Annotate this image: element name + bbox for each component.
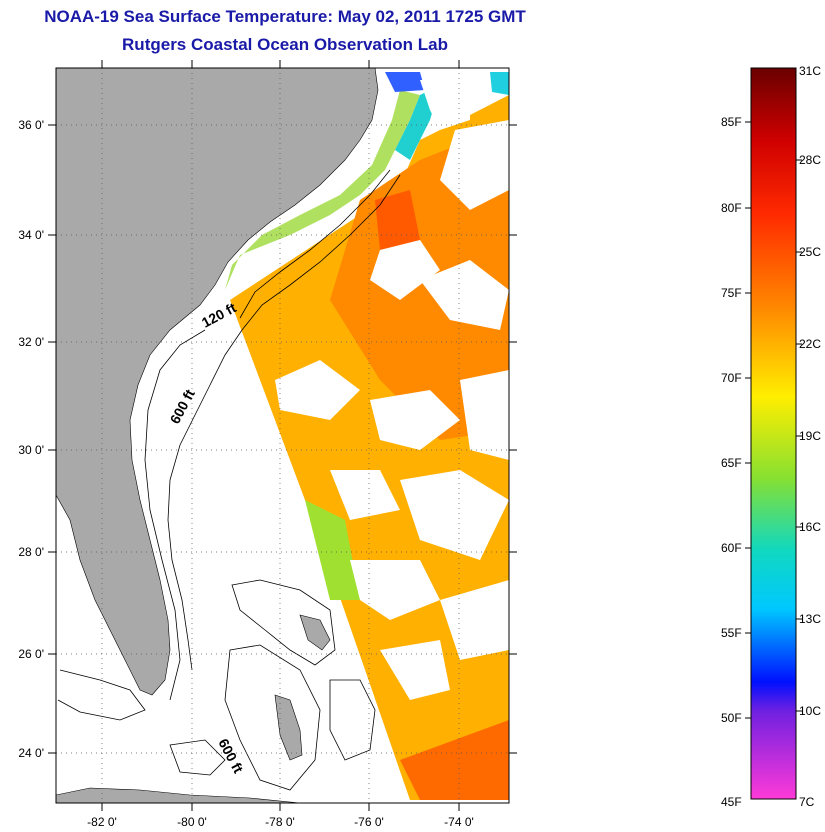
longitude-labels: -82 0' -80 0' -78 0' -76 0' -74 0' — [87, 815, 474, 829]
fahrenheit-label: 55F — [721, 626, 742, 640]
axis-ticks — [48, 60, 517, 811]
cloud-mask — [275, 80, 509, 700]
lat-label: 30 0' — [18, 443, 44, 457]
celsius-label: 31C — [799, 64, 821, 78]
contour-andros-bank — [224, 644, 321, 791]
sst-north-blue — [385, 72, 425, 92]
fahrenheit-label: 80F — [721, 201, 742, 215]
land-us-southeast — [56, 68, 379, 696]
celsius-label: 7C — [799, 795, 815, 809]
sst-north-cyan — [490, 72, 509, 95]
map-content: 120 ft 600 ft 600 ft — [56, 68, 509, 803]
land-bahamas-north — [299, 614, 331, 651]
latitude-labels: 36 0' 34 0' 32 0' 30 0' 28 0' 26 0' 24 0… — [18, 118, 44, 760]
celsius-label: 28C — [799, 153, 821, 167]
lat-label: 24 0' — [18, 746, 44, 760]
sst-coastal-band — [225, 90, 420, 290]
fahrenheit-label: 50F — [721, 711, 742, 725]
bathymetry-contours — [57, 169, 401, 791]
fahrenheit-label: 70F — [721, 371, 742, 385]
celsius-label: 16C — [799, 520, 821, 534]
celsius-label: 10C — [799, 704, 821, 718]
lon-label: -80 0' — [177, 815, 207, 829]
land-bahamas-andros — [274, 694, 303, 761]
colorbar-fahrenheit-labels: 85F 80F 75F 70F 65F 60F 55F 50F 45F — [721, 115, 742, 809]
contour-120ft — [239, 169, 391, 319]
contour-south-keys — [57, 669, 146, 721]
contour-cuba-bank — [169, 739, 226, 776]
fahrenheit-label: 75F — [721, 286, 742, 300]
lon-label: -78 0' — [265, 815, 295, 829]
contour-600ft — [167, 174, 401, 671]
celsius-label: 22C — [799, 337, 821, 351]
celsius-label: 13C — [799, 612, 821, 626]
lat-label: 32 0' — [18, 335, 44, 349]
celsius-label: 19C — [799, 429, 821, 443]
colorbar-ticks — [745, 121, 802, 719]
colorbar-celsius-labels: 31C 28C 25C 22C 19C 16C 13C 10C 7C — [799, 64, 821, 809]
contour-florida-shelf — [144, 329, 206, 701]
map-frame — [55, 67, 510, 804]
lat-label: 34 0' — [18, 228, 44, 242]
lon-label: -74 0' — [444, 815, 474, 829]
lon-label: -82 0' — [87, 815, 117, 829]
graticule — [56, 68, 509, 803]
fahrenheit-label: 65F — [721, 456, 742, 470]
sst-green-patch — [305, 500, 360, 600]
colorbar-gradient — [750, 67, 797, 800]
contour-bahamas-east — [329, 679, 376, 761]
land-cuba — [56, 787, 301, 803]
fahrenheit-label: 60F — [721, 541, 742, 555]
sst-south-hot — [400, 720, 509, 800]
sst-warm-patch — [330, 140, 509, 440]
lat-label: 26 0' — [18, 647, 44, 661]
contour-bahamas-bank — [231, 579, 336, 666]
map-subtitle: Rutgers Coastal Ocean Observation Lab — [122, 35, 448, 54]
fahrenheit-label: 85F — [721, 115, 742, 129]
lat-label: 28 0' — [18, 545, 44, 559]
celsius-label: 25C — [799, 245, 821, 259]
lon-label: -76 0' — [354, 815, 384, 829]
map-title: NOAA-19 Sea Surface Temperature: May 02,… — [44, 7, 526, 26]
fahrenheit-label: 45F — [721, 795, 742, 809]
lat-label: 36 0' — [18, 118, 44, 132]
